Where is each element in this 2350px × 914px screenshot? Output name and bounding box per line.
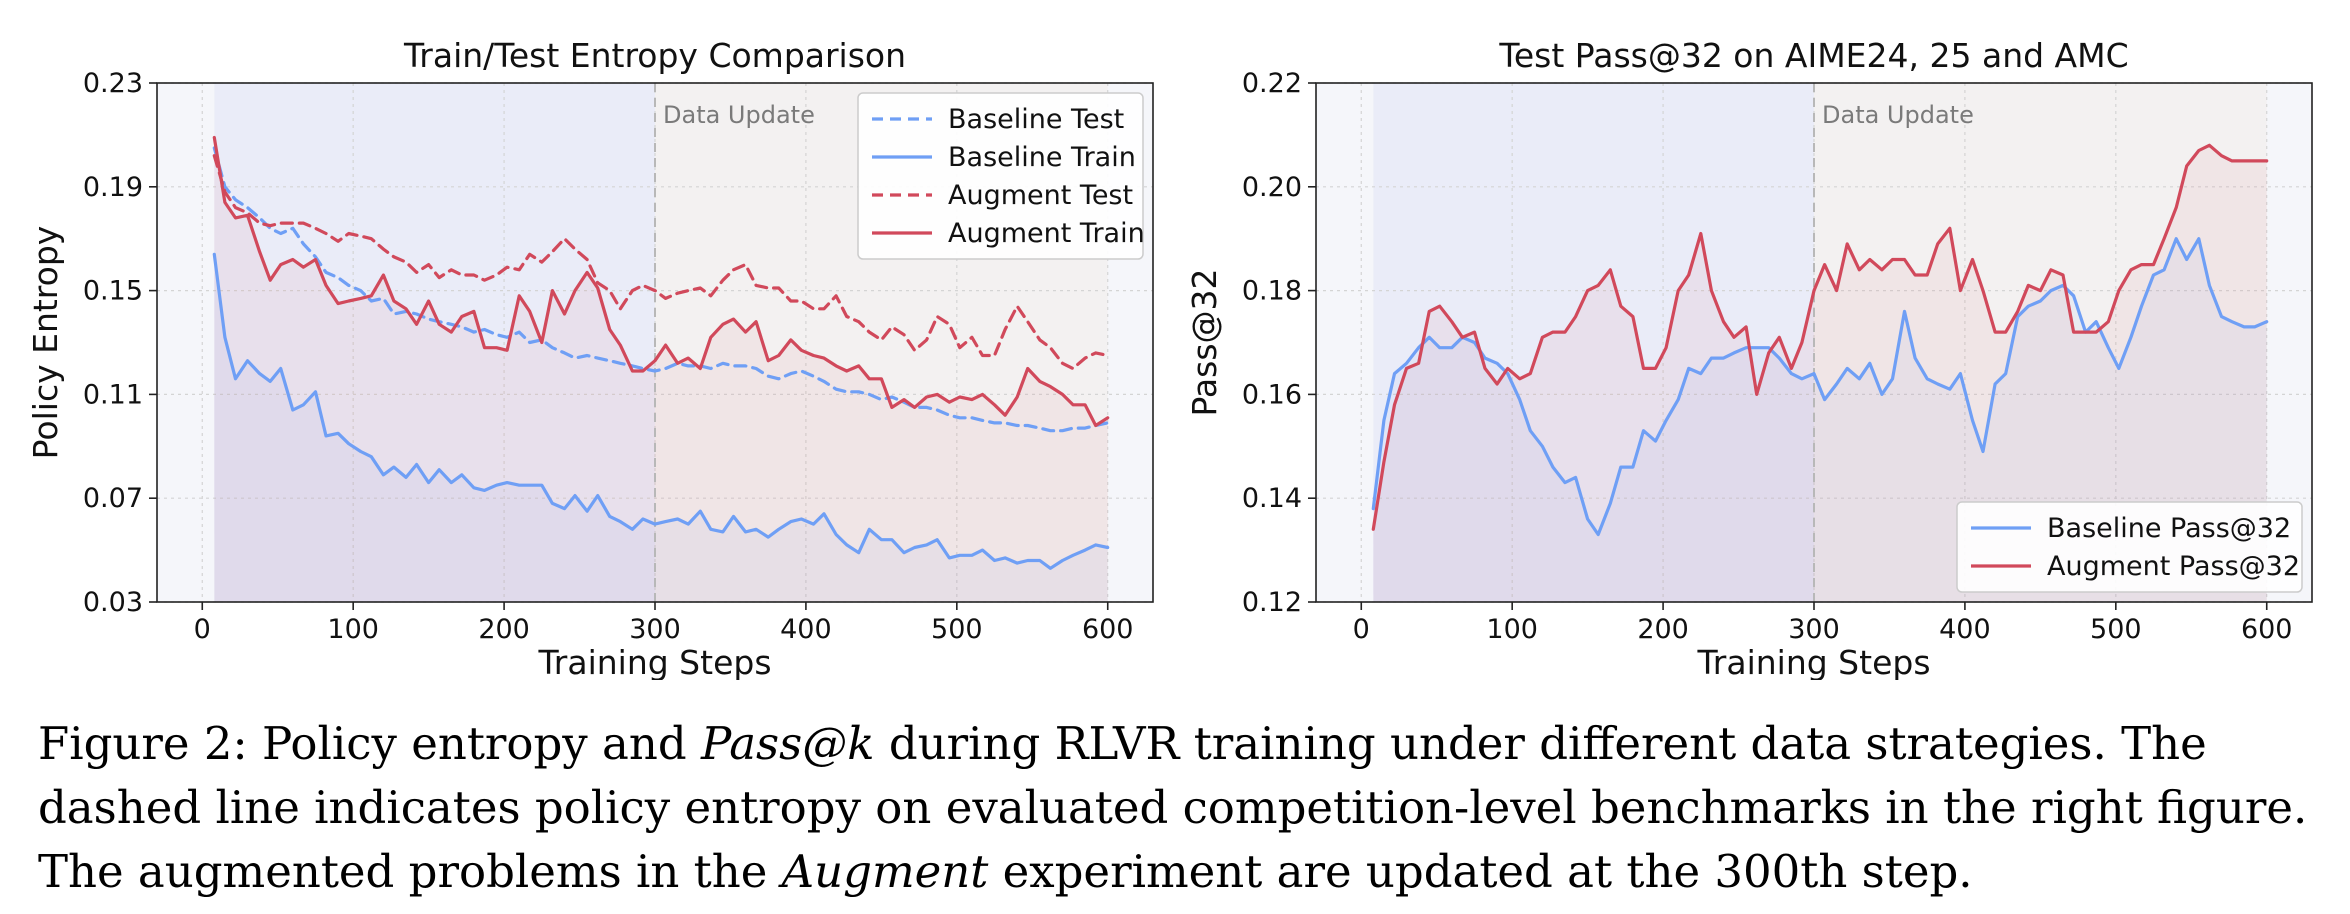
series-area-fill (214, 254, 1108, 603)
caption-line-3: The augmented problems in the Augment ex… (38, 840, 2338, 904)
legend-box (1956, 501, 2303, 593)
phase-region-before (214, 83, 655, 602)
y-tick-label: 0.20 (1242, 172, 1302, 203)
entropy-chart: Data Update 0 100 200 300 400 500 600 0.03 0.07 0.… (26, 36, 1154, 680)
y-tick-label: 0.16 (1242, 379, 1302, 410)
series-line (212, 154, 1110, 371)
legend-label: Baseline Pass@32 (2047, 513, 2291, 544)
x-axis-label: Training Steps (1696, 643, 1930, 680)
y-tick-label: 0.07 (83, 483, 143, 514)
caption-line-1: Figure 2: Policy entropy and Pass@k duri… (38, 712, 2338, 776)
series-line (212, 252, 1110, 570)
caption-line-2: dashed line indicates policy entropy on … (38, 776, 2338, 840)
x-tick-label: 300 (629, 614, 681, 645)
x-tick-label: 400 (1939, 614, 1991, 645)
series-area-fill (214, 137, 1108, 602)
chart-title: Train/Test Entropy Comparison (403, 36, 906, 75)
series-line (212, 135, 1110, 428)
y-tick-label: 0.15 (83, 276, 143, 307)
legend-label: Augment Pass@32 (2047, 551, 2300, 582)
x-tick-label: 500 (2090, 614, 2142, 645)
y-tick-label: 0.14 (1242, 483, 1302, 514)
series-line (1371, 143, 2269, 531)
x-tick-label: 600 (2241, 614, 2293, 645)
caption-italic-augment: Augment (781, 845, 989, 898)
caption-italic-passk: Pass@k (700, 717, 875, 770)
legend-label: Baseline Train (948, 142, 1136, 173)
y-tick-label: 0.19 (83, 172, 143, 203)
y-axis-label: Pass@32 (1185, 268, 1224, 416)
legend-box (857, 92, 1144, 260)
caption-text: The augmented problems in the (38, 845, 782, 898)
caption-text: dashed line indicates policy entropy on … (38, 781, 2308, 834)
legend: Baseline Pass@32 Augment Pass@32 (1956, 501, 2303, 593)
legend: Baseline Test Baseline Train Augment Test A… (857, 92, 1145, 260)
pass-at-32-chart: Data Update 0 100 200 300 400 500 600 0.12 0.14 0.… (1185, 36, 2313, 680)
legend-label: Augment Test (948, 180, 1133, 211)
legend-label: Baseline Test (948, 104, 1124, 135)
figure: Data Update 0 100 200 300 400 500 600 0.03 0.07 0.… (26, 36, 2313, 680)
series-area-fill (1373, 145, 2267, 603)
x-axis-label: Training Steps (537, 643, 771, 680)
y-tick-label: 0.22 (1242, 68, 1302, 99)
x-tick-label: 200 (1637, 614, 1689, 645)
x-tick-label: 100 (1486, 614, 1538, 645)
figure-caption: Figure 2: Policy entropy and Pass@k duri… (38, 712, 2338, 904)
x-tick-label: 400 (780, 614, 832, 645)
chart-title: Test Pass@32 on AIME24, 25 and AMC (1498, 36, 2128, 75)
caption-text: during RLVR training under different dat… (874, 717, 2207, 770)
caption-text: Figure 2: Policy entropy and (38, 717, 701, 770)
y-tick-label: 0.12 (1242, 587, 1302, 618)
series-line (212, 146, 1110, 433)
y-tick-label: 0.03 (83, 587, 143, 618)
y-axis-label: Policy Entropy (26, 226, 65, 460)
y-tick-label: 0.11 (83, 379, 143, 410)
x-tick-label: 200 (478, 614, 530, 645)
x-tick-label: 0 (194, 614, 211, 645)
x-tick-label: 300 (1788, 614, 1840, 645)
x-tick-label: 0 (1353, 614, 1370, 645)
x-tick-label: 500 (931, 614, 983, 645)
legend-label: Augment Train (948, 218, 1145, 249)
y-tick-label: 0.23 (83, 68, 143, 99)
data-update-label: Data Update (1822, 101, 1974, 129)
phase-region-before (1373, 83, 1814, 602)
x-tick-label: 100 (327, 614, 379, 645)
x-tick-label: 600 (1082, 614, 1134, 645)
y-tick-label: 0.18 (1242, 276, 1302, 307)
caption-text: experiment are updated at the 300th step… (988, 845, 1973, 898)
series-line (1371, 237, 2269, 537)
data-update-label: Data Update (663, 101, 815, 129)
